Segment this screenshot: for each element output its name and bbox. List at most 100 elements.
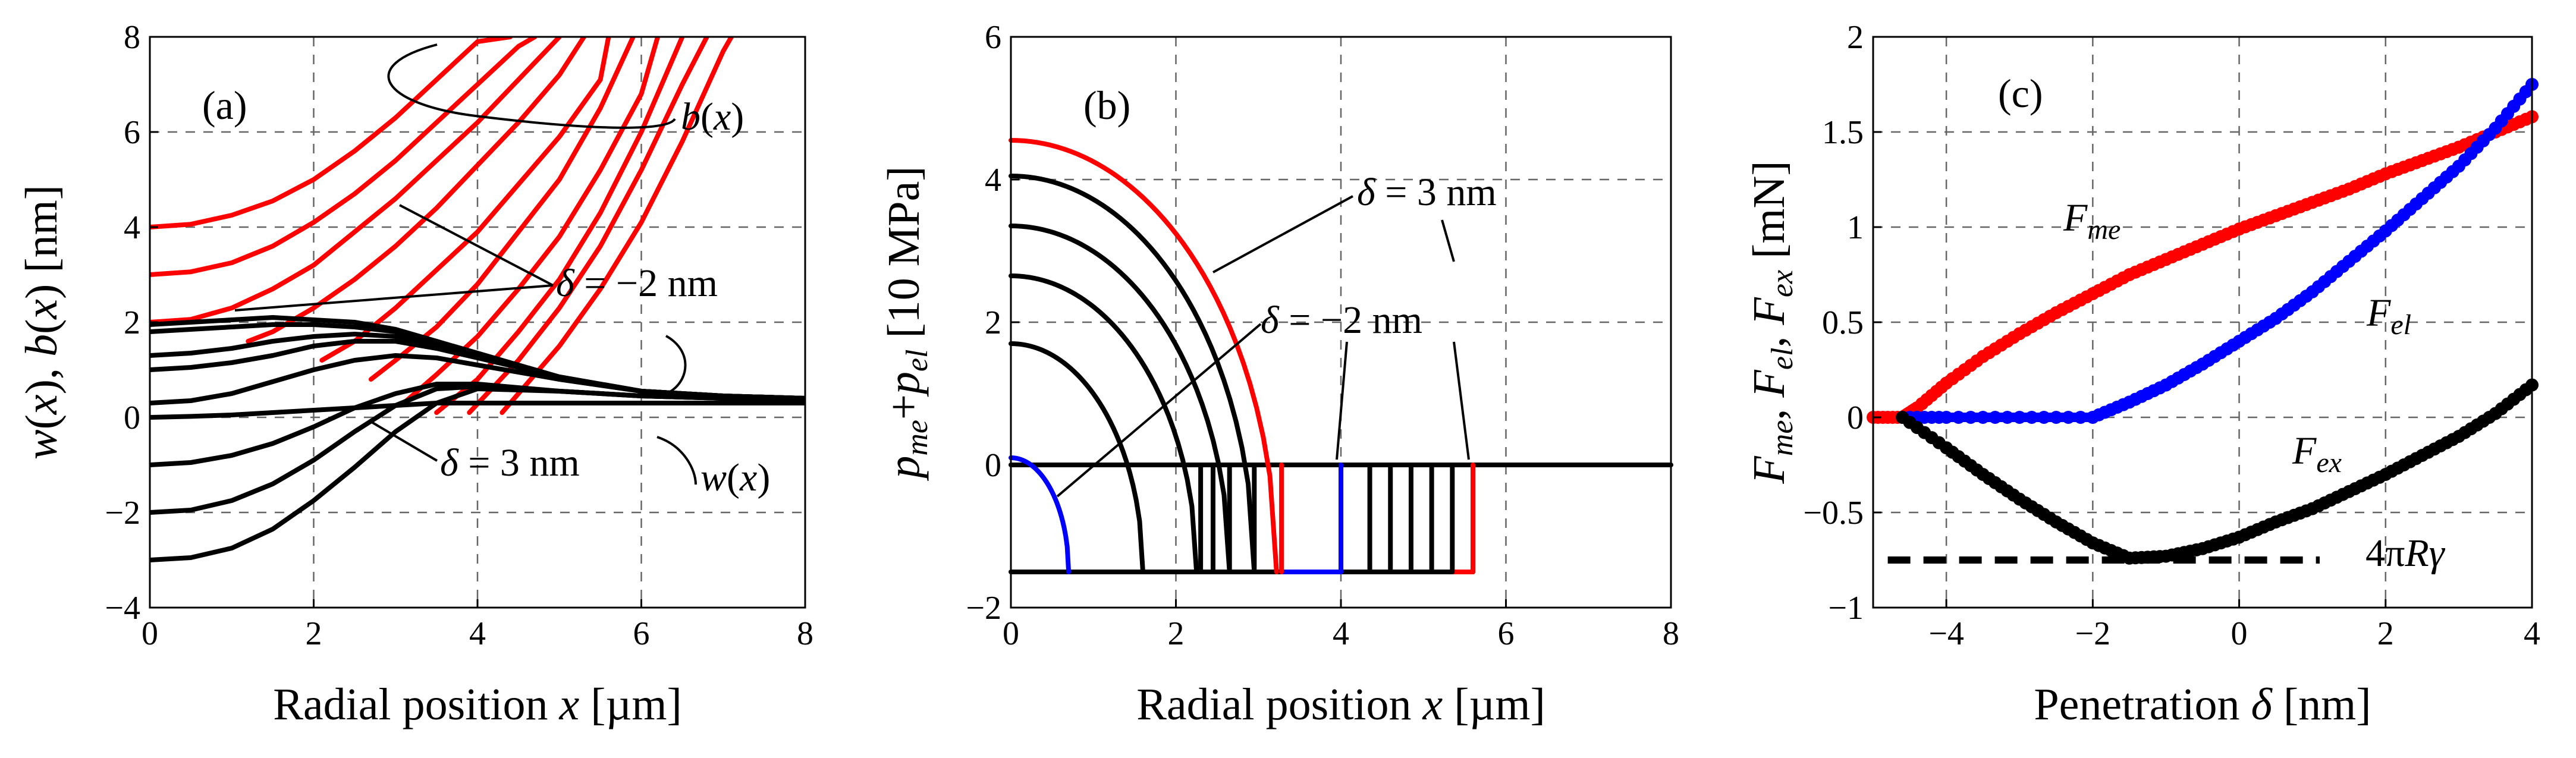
- panel-b-series: [1009, 138, 1673, 574]
- arrow-delta-pos: [370, 421, 438, 462]
- arrow-b-loop: [387, 43, 676, 129]
- tick-label-x: 6: [633, 615, 650, 652]
- tick-label-y: −2: [105, 495, 140, 531]
- panel-c-series: [1867, 78, 2539, 565]
- tick-label-x: 4: [2524, 615, 2540, 652]
- annotation-w-label: w(x): [700, 456, 770, 499]
- tick-label-y: 1: [1847, 209, 1864, 246]
- annotation-ref: 4πRγ: [2365, 531, 2446, 575]
- point-fel: [1976, 411, 1990, 424]
- pressure-profile: [1009, 273, 1199, 574]
- series-b-curve: [401, 37, 661, 405]
- panel-a-label: (a): [202, 83, 247, 128]
- arrow-delta-neg-1: [399, 204, 554, 287]
- panel-a-curves: [150, 37, 805, 562]
- tick-label-y: 2: [1847, 19, 1864, 56]
- pressure-profile: [1009, 224, 1232, 574]
- panel-c-ylabel: Fme, Fel, Fex [mN]: [1744, 161, 1799, 484]
- arrow-w-loop: [665, 335, 687, 394]
- tick-label-y: 0: [1847, 400, 1864, 436]
- series-b-curve: [500, 37, 734, 415]
- point-fel: [2074, 411, 2087, 424]
- point-fel: [2062, 411, 2075, 424]
- arrow-b-step-blue: [1336, 341, 1348, 460]
- point-fel: [2013, 411, 2027, 424]
- panel-c: −4 −2 0 2 4 −1 −0.5 0 0.5 1 1.5 2 (c) Penetration δ…: [1744, 19, 2540, 729]
- tick-label-y: 0.5: [1822, 304, 1864, 341]
- pressure-profile: [1009, 341, 1145, 574]
- tick-label-x: 0: [1003, 615, 1019, 652]
- tick-label-x: 2: [1168, 615, 1185, 652]
- arrow-b-tick-mark: [1441, 219, 1455, 262]
- series-b-curve: [150, 37, 513, 229]
- annotation-Fme: Fme: [2063, 196, 2121, 246]
- tick-label-x: 0: [2231, 615, 2248, 652]
- panel-a-ticks: 0 2 4 6 8 −4 −2 0 2 4 6 8: [105, 19, 813, 652]
- tick-label-x: 0: [142, 615, 158, 652]
- panel-a-grid: [150, 37, 805, 608]
- series-b-curve: [150, 37, 562, 325]
- arrow-b-delta-neg: [1056, 323, 1262, 498]
- point-fel: [2000, 411, 2014, 424]
- point-fel: [1952, 411, 1965, 424]
- tick-label-x: 4: [469, 615, 486, 652]
- panel-c-xlabel: Penetration δ [nm]: [2034, 680, 2371, 729]
- panel-a-annotations: δ = −2 nm δ = 3 nm b(x) w(x): [234, 43, 770, 499]
- panel-b-xlabel: Radial position x [µm]: [1136, 680, 1545, 729]
- tick-label-x: 6: [1498, 615, 1515, 652]
- series-fel-line: [1898, 80, 2537, 422]
- point-fel: [2037, 411, 2051, 424]
- series-b-curve: [319, 37, 611, 363]
- panel-b-annotations: δ = 3 nm δ = −2 nm: [1056, 171, 1497, 498]
- annotation-delta-neg: δ = −2 nm: [556, 262, 718, 305]
- pressure-profile: [1009, 174, 1257, 574]
- pressure-profile: [1009, 455, 1072, 574]
- tick-label-y: −0.5: [1803, 495, 1864, 531]
- point-fel: [1988, 411, 2002, 424]
- point-fel: [1964, 411, 1978, 424]
- annotation-delta-pos: δ = 3 nm: [440, 441, 580, 485]
- tick-label-x: −4: [1928, 615, 1964, 652]
- annotation-b-delta-pos: δ = 3 nm: [1357, 171, 1497, 214]
- panel-c-grid: [1873, 37, 2532, 608]
- arrow-delta-neg-2: [234, 284, 554, 312]
- arrow-b-step-red: [1453, 341, 1470, 460]
- panel-c-label: (c): [1998, 71, 2043, 116]
- panel-a-series: [150, 37, 805, 562]
- tick-label-y: 4: [124, 209, 140, 246]
- arrow-b-delta-pos: [1212, 195, 1353, 273]
- tick-label-y: 0: [124, 400, 140, 436]
- panel-c-annotations: Fme Fel Fex 4πRγ: [2063, 196, 2446, 575]
- panel-c-ticks: −4 −2 0 2 4 −1 −0.5 0 0.5 1 1.5 2: [1803, 19, 2540, 652]
- tick-label-x: 8: [797, 615, 813, 652]
- panel-b-ylabel: pme+pel [10 MPa]: [879, 166, 934, 481]
- point-fel: [2049, 411, 2063, 424]
- tick-label-x: −2: [2075, 615, 2111, 652]
- tick-label-y: −2: [966, 590, 1001, 627]
- tick-label-y: 8: [124, 19, 140, 56]
- tick-label-x: 2: [2377, 615, 2394, 652]
- panel-a-ylabel: w(x), b(x) [nm]: [17, 185, 67, 460]
- panel-a: 0 2 4 6 8 −4 −2 0 2 4 6 8 (a) Radial position x [µm…: [17, 19, 813, 729]
- series-b-curve: [434, 37, 685, 415]
- panel-a-xlabel: Radial position x [µm]: [273, 680, 682, 729]
- annotation-b-label: b(x): [681, 95, 744, 139]
- series-b-curve: [150, 37, 538, 277]
- tick-label-y: 6: [124, 114, 140, 151]
- annotation-Fel: Fel: [2366, 291, 2411, 341]
- tick-label-y: −4: [105, 590, 140, 627]
- tick-label-y: −1: [1828, 590, 1864, 627]
- tick-label-y: 6: [985, 19, 1001, 56]
- panel-b-label: (b): [1083, 83, 1130, 128]
- tick-label-y: 1.5: [1822, 114, 1864, 151]
- tick-label-y: 0: [985, 447, 1001, 484]
- series-b-curve: [467, 37, 709, 415]
- series-w-curve: [150, 386, 805, 562]
- point-fel: [2025, 411, 2038, 424]
- annotation-Fex: Fex: [2292, 429, 2342, 479]
- tick-label-y: 2: [124, 304, 140, 341]
- tick-label-x: 8: [1663, 615, 1679, 652]
